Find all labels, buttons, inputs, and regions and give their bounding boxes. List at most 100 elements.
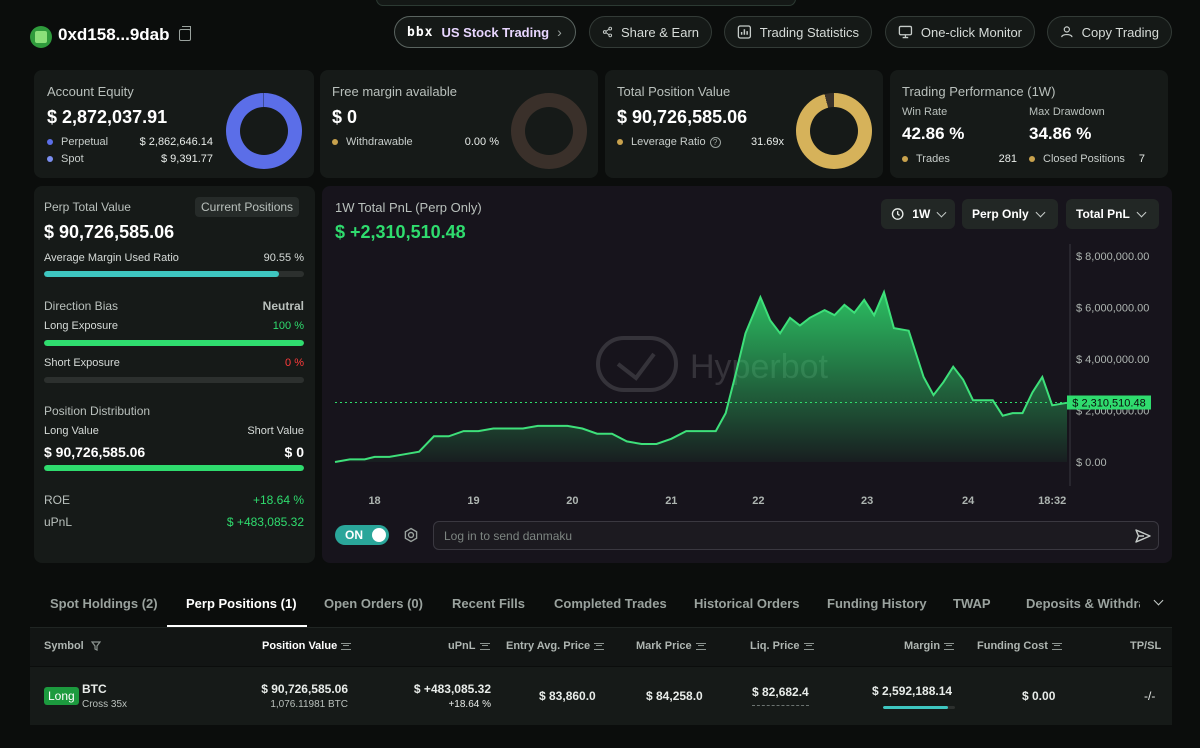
danmaku-toggle[interactable]: ON xyxy=(335,525,389,545)
spot-value: $ 9,391.77 xyxy=(161,153,213,165)
th-margin[interactable]: Margin xyxy=(904,640,955,652)
equity-donut-chart xyxy=(226,93,302,169)
help-icon[interactable]: ? xyxy=(709,136,721,148)
x-tick-label: 23 xyxy=(861,495,873,507)
row-position-size: 1,076.11981 BTC xyxy=(270,699,348,710)
trades-value: 281 xyxy=(998,153,1017,165)
bottom-tabs: Spot Holdings (2) Perp Positions (1) Ope… xyxy=(30,588,1172,628)
bbx-logo: bbx xyxy=(407,24,434,40)
perpetual-value: $ 2,862,646.14 xyxy=(139,136,213,148)
account-equity-card: Account Equity $ 2,872,037.91 Perpetual … xyxy=(34,70,314,178)
margin-ratio-value: 90.55 % xyxy=(263,252,304,264)
wallet-address: 0xd158...9dab xyxy=(58,25,170,44)
short-exposure-label: Short Exposure xyxy=(44,357,120,369)
filter-icon[interactable] xyxy=(90,641,101,652)
win-rate-label: Win Rate xyxy=(902,106,948,118)
long-exposure-label: Long Exposure xyxy=(44,320,118,332)
copy-trading-button[interactable]: Copy Trading xyxy=(1047,16,1172,48)
th-funding-cost[interactable]: Funding Cost xyxy=(977,640,1062,652)
x-tick-label: 18:32 xyxy=(1038,495,1066,507)
row-margin-fill xyxy=(883,706,949,709)
th-margin-label: Margin xyxy=(904,640,941,652)
x-tick-label: 21 xyxy=(665,495,677,507)
trading-statistics-label: Trading Statistics xyxy=(759,24,859,40)
clock-icon xyxy=(891,208,904,220)
tab-deposits-withdraw[interactable]: Deposits & Withdraw xyxy=(1026,596,1140,611)
tab-perp-positions[interactable]: Perp Positions (1) xyxy=(186,596,297,611)
row-symbol[interactable]: BTC xyxy=(82,682,107,696)
trading-statistics-button[interactable]: Trading Statistics xyxy=(724,16,872,48)
pnl-area-chart: Hyperbot $ 0.00$ 2,000,000.00$ 4,000,000… xyxy=(334,244,1151,507)
pnl-line xyxy=(334,289,1068,463)
margin-ratio-bar xyxy=(44,271,304,277)
avatar xyxy=(30,26,52,48)
us-stock-trading-button[interactable]: bbx US Stock Trading › xyxy=(394,16,576,48)
scope-select[interactable]: Perp Only xyxy=(962,199,1058,229)
th-liq-price[interactable]: Liq. Price xyxy=(750,640,814,652)
sort-icon xyxy=(479,642,490,650)
th-entry-price[interactable]: Entry Avg. Price xyxy=(506,640,605,652)
closed-positions-value: 7 xyxy=(1138,153,1145,165)
row-entry-price: $ 83,860.0 xyxy=(539,689,596,703)
tab-open-orders[interactable]: Open Orders (0) xyxy=(324,596,423,611)
closed-positions-row: Closed Positions 7 xyxy=(1029,153,1145,165)
toggle-knob xyxy=(372,528,386,542)
th-symbol[interactable]: Symbol xyxy=(44,640,101,652)
free-margin-donut-chart xyxy=(511,93,587,169)
perp-total-value: $ 90,726,585.06 xyxy=(44,222,175,242)
current-positions-button[interactable]: Current Positions xyxy=(195,197,300,217)
leverage-value: 31.69x xyxy=(750,136,784,148)
tab-historical-orders[interactable]: Historical Orders xyxy=(694,596,800,611)
max-drawdown-value: 34.86 % xyxy=(1029,124,1092,143)
copy-trading-label: Copy Trading xyxy=(1081,24,1159,40)
table-row[interactable]: Long BTC Cross 35x $ 90,726,585.06 1,076… xyxy=(30,667,1172,725)
x-tick-label: 22 xyxy=(752,495,764,507)
position-distribution-fill xyxy=(44,465,304,471)
sort-icon xyxy=(695,642,706,650)
send-icon[interactable] xyxy=(1134,527,1152,545)
us-stock-trading-label: US Stock Trading xyxy=(441,24,550,40)
th-mark-price[interactable]: Mark Price xyxy=(636,640,706,652)
short-value-label: Short Value xyxy=(247,425,304,437)
tab-twap[interactable]: TWAP xyxy=(953,596,991,611)
period-select[interactable]: 1W xyxy=(881,199,955,229)
copy-icon[interactable] xyxy=(179,26,191,41)
th-position-value[interactable]: Position Value xyxy=(262,640,352,652)
long-exposure-fill xyxy=(44,340,304,346)
share-earn-label: Share & Earn xyxy=(620,24,699,40)
tab-completed-trades[interactable]: Completed Trades xyxy=(554,596,667,611)
card-title: Free margin available xyxy=(332,84,458,99)
sort-icon xyxy=(1051,642,1062,650)
sort-icon xyxy=(803,642,814,650)
account-equity-value: $ 2,872,037.91 xyxy=(47,107,168,127)
th-tpsl: TP/SL xyxy=(1130,640,1161,652)
share-earn-button[interactable]: Share & Earn xyxy=(589,16,712,48)
chart-pnl-value: $ +2,310,510.48 xyxy=(335,222,466,242)
direction-bias-label: Direction Bias xyxy=(44,299,119,313)
equity-row-perpetual: Perpetual $ 2,862,646.14 xyxy=(47,136,213,148)
x-tick-label: 19 xyxy=(467,495,479,507)
danmaku-input[interactable]: Log in to send danmaku xyxy=(433,521,1159,550)
y-tick-label: $ 8,000,000.00 xyxy=(1076,251,1149,263)
tab-funding-history[interactable]: Funding History xyxy=(827,596,927,611)
settings-icon[interactable] xyxy=(403,527,419,543)
row-margin: $ 2,592,188.14 xyxy=(872,684,953,698)
metric-select[interactable]: Total PnL xyxy=(1066,199,1159,229)
short-exposure-value: 0 % xyxy=(285,357,304,369)
copy-trading-icon xyxy=(1061,26,1073,38)
tab-recent-fills[interactable]: Recent Fills xyxy=(452,596,525,611)
tab-spot-holdings[interactable]: Spot Holdings (2) xyxy=(50,596,158,611)
metric-value: Total PnL xyxy=(1076,207,1130,221)
th-position-value-label: Position Value xyxy=(262,640,338,652)
trading-performance-card: Trading Performance (1W) Win Rate 42.86 … xyxy=(890,70,1168,178)
one-click-monitor-button[interactable]: One-click Monitor xyxy=(885,16,1035,48)
sort-icon xyxy=(341,642,352,650)
tabs-more-chevron-icon[interactable] xyxy=(1153,595,1164,606)
th-upnl[interactable]: uPnL xyxy=(448,640,490,652)
row-position-value: $ 90,726,585.06 xyxy=(261,682,348,696)
row-tpsl[interactable]: -/- xyxy=(1144,689,1156,703)
long-exposure-value: 100 % xyxy=(272,320,304,332)
long-exposure-bar xyxy=(44,340,304,346)
upnl-value: $ +483,085.32 xyxy=(226,515,304,529)
roe-value: +18.64 % xyxy=(252,493,304,507)
